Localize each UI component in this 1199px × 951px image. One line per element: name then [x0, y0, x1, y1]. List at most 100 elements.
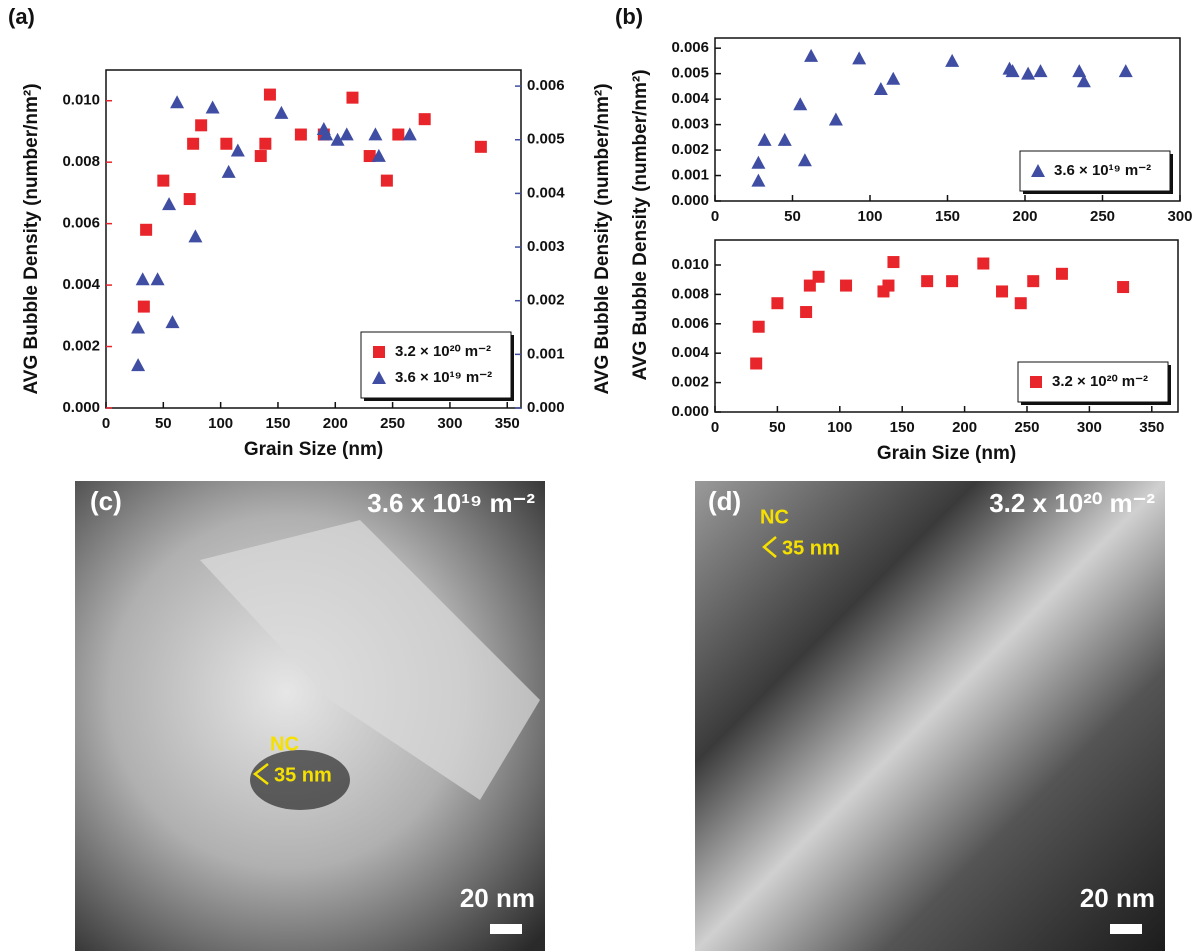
x-tick-label: 0: [711, 419, 719, 436]
legend-label: 3.6 × 10¹⁹ m⁻²: [1054, 162, 1151, 179]
point: [206, 101, 220, 114]
point: [222, 165, 236, 178]
point: [165, 315, 179, 328]
y2-tick-label: 0.004: [527, 184, 565, 201]
point: [1119, 64, 1133, 77]
point: [1117, 281, 1129, 293]
y-tick-label: 0.004: [671, 344, 709, 361]
point: [804, 49, 818, 62]
point: [1056, 268, 1068, 280]
point: [131, 321, 145, 334]
legend-label: 3.6 × 10¹⁹ m⁻²: [395, 369, 492, 386]
panel-label: (b): [615, 4, 643, 29]
point: [829, 113, 843, 126]
y2-axis-label: AVG Bubble Density (number/nm²): [592, 83, 613, 394]
legend: [361, 332, 511, 398]
point: [140, 224, 152, 236]
point: [170, 95, 184, 108]
dose-label: 3.6 x 10¹⁹ m⁻²: [367, 488, 535, 518]
page: (c) 3.6 x 10¹⁹ m⁻² NC 35 nm 20 nm (d) 3.…: [0, 0, 1199, 951]
x-tick-label: 0: [711, 208, 719, 225]
point: [157, 175, 169, 187]
x-tick-label: 50: [769, 419, 786, 436]
point: [475, 141, 487, 153]
y2-tick-label: 0.005: [527, 131, 565, 148]
y-tick-label: 0.010: [671, 256, 709, 273]
point: [419, 113, 431, 125]
y-tick-label: 0.002: [671, 374, 709, 391]
nc-label: NC: [270, 733, 299, 755]
point: [882, 280, 894, 292]
x-tick-label: 250: [1090, 208, 1115, 225]
point: [1027, 275, 1039, 287]
y-tick-label: 0.002: [671, 141, 709, 158]
point: [403, 127, 417, 140]
y-tick-label: 0.008: [62, 153, 100, 170]
point: [138, 301, 150, 313]
x-tick-label: 150: [890, 419, 915, 436]
point: [996, 285, 1008, 297]
point: [946, 275, 958, 287]
point: [800, 306, 812, 318]
y-tick-label: 0.010: [62, 92, 100, 109]
x-tick-label: 250: [380, 415, 405, 432]
x-tick-label: 150: [935, 208, 960, 225]
y-tick-label: 0.001: [671, 167, 709, 184]
point: [798, 153, 812, 166]
point: [274, 106, 288, 119]
point: [758, 133, 772, 146]
y2-tick-label: 0.000: [527, 399, 565, 416]
point: [151, 272, 165, 285]
point: [392, 129, 404, 141]
point: [381, 175, 393, 187]
point: [188, 229, 202, 242]
y-axis-label: AVG Bubble Density (number/nm²): [21, 83, 42, 394]
panel-label: (d): [708, 486, 741, 516]
y-tick-label: 0.006: [671, 39, 709, 56]
dose-label: 3.2 x 10²⁰ m⁻²: [989, 488, 1155, 518]
y-tick-label: 0.008: [671, 285, 709, 302]
x-tick-label: 50: [155, 415, 172, 432]
point: [750, 357, 762, 369]
y2-tick-label: 0.001: [527, 345, 565, 362]
x-tick-label: 100: [208, 415, 233, 432]
point: [340, 127, 354, 140]
point: [771, 297, 783, 309]
x-tick-label: 100: [857, 208, 882, 225]
x-tick-label: 300: [1077, 419, 1102, 436]
y-tick-label: 0.006: [62, 215, 100, 232]
point: [187, 138, 199, 150]
point: [753, 321, 765, 333]
y-tick-label: 0.005: [671, 65, 709, 82]
point: [1021, 67, 1035, 80]
point: [259, 138, 271, 150]
point: [295, 129, 307, 141]
x-tick-label: 0: [102, 415, 110, 432]
y-tick-label: 0.004: [62, 276, 100, 293]
x-tick-label: 50: [784, 208, 801, 225]
legend-marker: [1030, 376, 1042, 388]
point: [977, 258, 989, 270]
figure: (c) 3.6 x 10¹⁹ m⁻² NC 35 nm 20 nm (d) 3.…: [0, 0, 1199, 951]
point: [887, 256, 899, 268]
y-tick-label: 0.000: [671, 192, 709, 209]
y-axis-label: AVG Bubble Density (number/nm²): [630, 69, 651, 380]
nc-label: NC: [760, 506, 789, 528]
point: [220, 138, 232, 150]
point: [136, 272, 150, 285]
point: [778, 133, 792, 146]
y2-tick-label: 0.003: [527, 238, 565, 255]
legend-label: 3.2 × 10²⁰ m⁻²: [1052, 373, 1148, 390]
point: [921, 275, 933, 287]
panel-label: (a): [8, 4, 35, 29]
legend-marker: [373, 346, 385, 358]
point: [195, 119, 207, 131]
x-tick-label: 350: [1139, 419, 1164, 436]
point: [793, 97, 807, 110]
x-tick-label: 200: [323, 415, 348, 432]
panel-label: (c): [90, 486, 122, 516]
size-label: 35 nm: [782, 537, 840, 559]
point: [886, 72, 900, 85]
x-axis-label: Grain Size (nm): [244, 439, 383, 460]
y-tick-label: 0.006: [671, 315, 709, 332]
